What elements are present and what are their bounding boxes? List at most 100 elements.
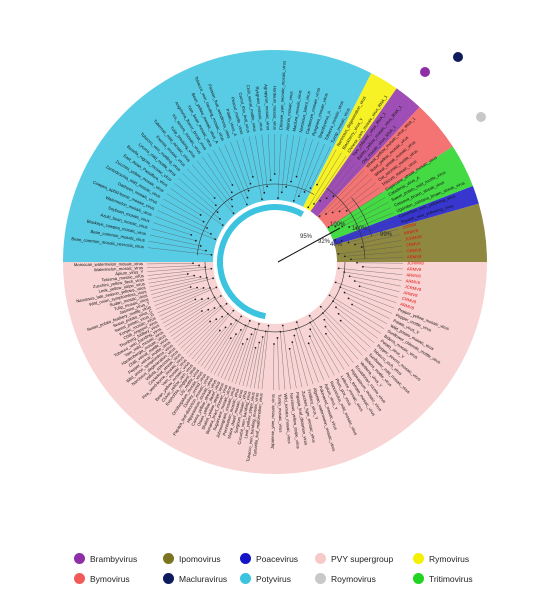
legend-item-rymovirus: Rymovirus <box>413 553 469 564</box>
node-dot <box>267 324 270 327</box>
branch-line <box>344 271 402 281</box>
branch-line <box>296 322 319 383</box>
branch-line <box>316 149 337 185</box>
branch-line <box>293 139 313 201</box>
node-dot <box>202 220 205 223</box>
node-dot <box>337 267 340 270</box>
potyvirus-ring-arc <box>217 204 304 320</box>
tip-label: CRMV2 <box>406 241 422 248</box>
node-dot <box>343 291 346 294</box>
node-dot <box>245 203 248 206</box>
branch-line <box>147 263 194 265</box>
tip-label: Maclura_mosaic_virus <box>292 90 303 132</box>
node-dot <box>246 196 249 199</box>
branch-line <box>344 251 403 257</box>
legend-item-roymovirus: Roymovirus <box>315 573 376 584</box>
branch-line <box>281 134 288 193</box>
node-dot <box>239 329 242 331</box>
branch-line <box>150 277 207 291</box>
node-dot <box>194 239 197 242</box>
branch-line <box>185 316 223 355</box>
branch-line <box>332 178 373 213</box>
branch-line <box>308 152 342 208</box>
node-dot <box>332 195 335 198</box>
node-dot <box>221 224 224 227</box>
node-dot <box>200 298 203 300</box>
branch-line <box>273 343 275 390</box>
node-dot <box>348 226 351 228</box>
branch-line <box>235 334 252 384</box>
branch-line <box>236 139 251 184</box>
node-dot <box>280 191 283 194</box>
branch-line <box>157 287 217 314</box>
branch-line <box>217 329 242 377</box>
node-dot <box>209 232 212 235</box>
legend-label: Poacevirus <box>256 553 299 564</box>
node-dot <box>327 226 330 229</box>
legend-swatch <box>315 553 326 564</box>
branch-line <box>325 174 369 215</box>
legend-label: Bymovirus <box>90 573 130 584</box>
legend-label: Roymovirus <box>331 573 376 584</box>
clade-sector-bymovirus <box>317 106 453 229</box>
node-dot <box>232 309 235 312</box>
node-dot <box>231 184 234 186</box>
node-dot <box>247 189 250 192</box>
node-dot <box>285 185 288 188</box>
branch-line <box>147 268 212 276</box>
branch-line <box>246 347 256 387</box>
node-dot <box>221 315 224 318</box>
branch-line <box>191 164 234 214</box>
node-dot <box>214 238 217 241</box>
node-dot <box>219 295 222 297</box>
tip-label: ARMV8 <box>407 266 422 272</box>
tip-label: ARMV8 <box>405 278 421 285</box>
tip-label: JCRMV <box>402 221 417 230</box>
legend-swatch <box>163 553 174 564</box>
tip-label: Apium_virus_Y <box>115 269 144 276</box>
node-dot <box>325 332 327 335</box>
clade-support-label: 95% <box>300 234 313 240</box>
node-dot <box>213 197 216 199</box>
legend-swatch <box>240 553 251 564</box>
clade-sector-potyvirus <box>63 49 372 263</box>
node-dot <box>232 212 235 215</box>
node-dot <box>337 312 340 315</box>
branch-line <box>342 202 389 227</box>
branch-line <box>340 320 371 348</box>
node-dot <box>343 255 346 258</box>
branch-line <box>257 331 266 389</box>
node-dot <box>335 306 337 309</box>
clade-sectors <box>63 49 487 474</box>
legend-swatch <box>413 573 424 584</box>
branch-line <box>149 276 201 288</box>
legend-item-poacevirus: Poacevirus <box>240 553 298 564</box>
legend-label: Brambyvirus <box>90 553 138 564</box>
node-dot <box>351 303 353 306</box>
node-dot <box>199 275 202 278</box>
node-dot <box>288 347 291 350</box>
branch-line <box>348 298 390 319</box>
branch-line <box>151 278 214 295</box>
branch-line <box>340 287 395 309</box>
branch-line <box>277 337 280 390</box>
branch-line <box>207 153 232 193</box>
node-dot <box>207 308 210 311</box>
legend-swatch <box>74 553 85 564</box>
inner-ring <box>217 204 304 320</box>
roymovirus-marker <box>476 112 486 122</box>
branch-line <box>333 166 361 197</box>
branch-line <box>157 210 211 235</box>
tip-label: Japanese_yam_mosaic_virus <box>270 394 276 449</box>
branch-line <box>261 134 268 187</box>
branch-line <box>338 268 403 275</box>
node-dot <box>215 318 218 321</box>
node-dot <box>307 206 310 209</box>
branch-line <box>230 141 249 191</box>
legend-label: Potyvirus <box>256 573 291 584</box>
node-dot <box>249 182 252 185</box>
branch-line <box>308 343 325 381</box>
tip-label: Watermelon_mosaic_virus <box>94 265 143 272</box>
tip-label: Narcissus_yellow_stripe_virus <box>289 393 301 449</box>
branch-line <box>210 338 231 373</box>
